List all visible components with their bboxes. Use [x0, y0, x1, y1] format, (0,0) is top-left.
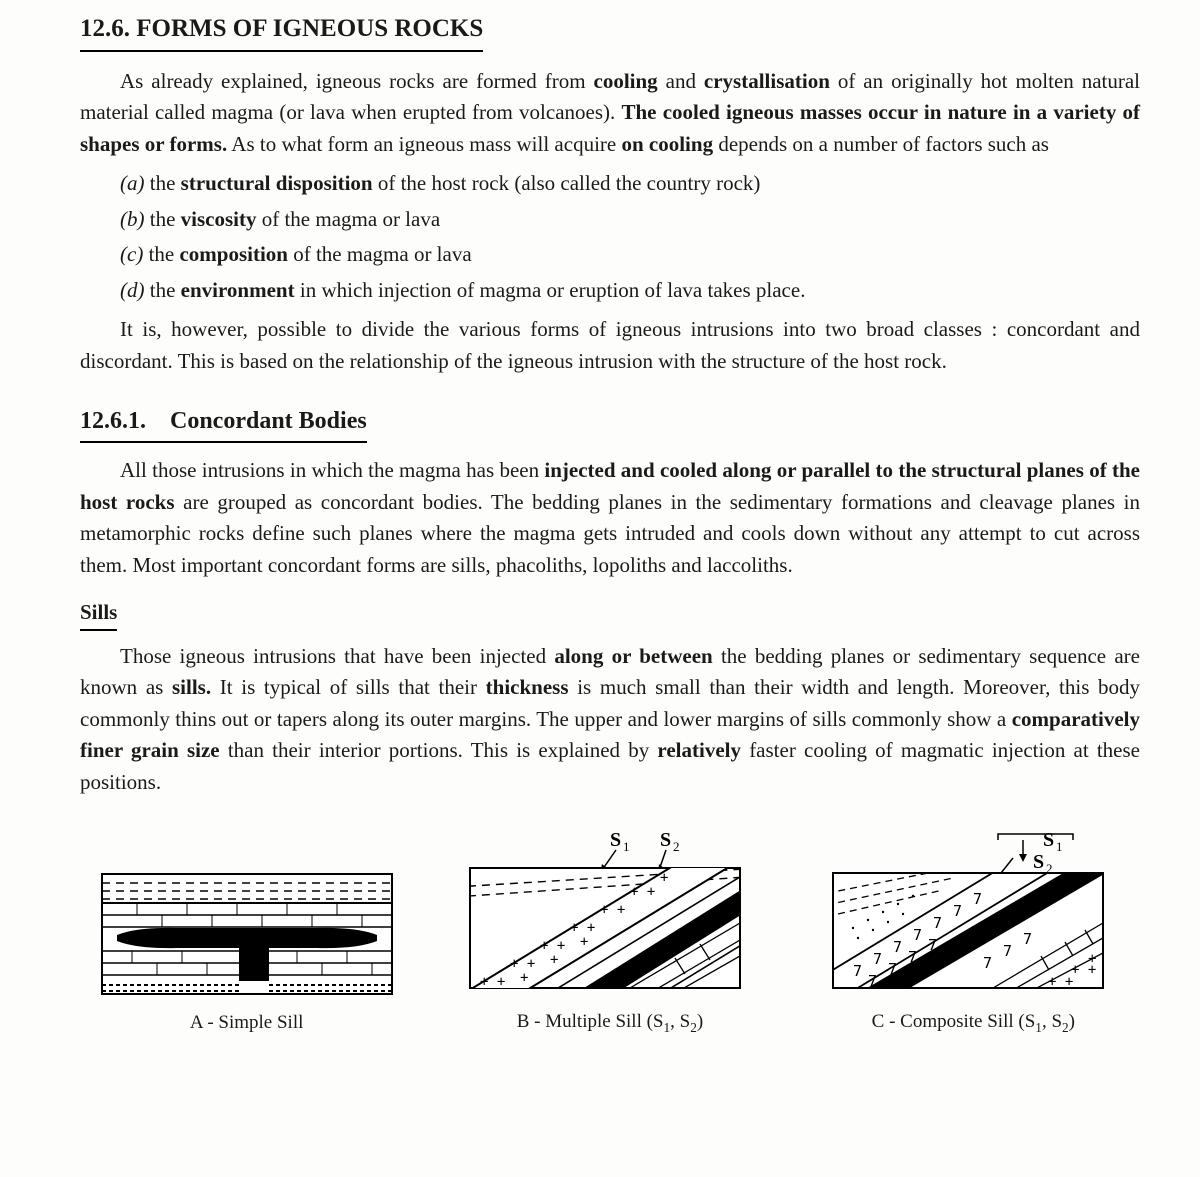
svg-text:7: 7 — [893, 938, 902, 956]
factor-b: (b) the viscosity of the magma or lava — [120, 204, 1140, 236]
para-sills: Those igneous intrusions that have been … — [80, 641, 1140, 799]
svg-text:1: 1 — [623, 839, 630, 854]
figure-row: A - Simple Sill S1 S2 — [80, 828, 1140, 1038]
svg-text:+: + — [660, 870, 668, 886]
svg-text:+ +: + + — [1048, 974, 1073, 990]
factor-a: (a) the structural disposition of the ho… — [120, 168, 1140, 200]
bold: structural disposition — [181, 171, 373, 195]
svg-text:7: 7 — [983, 954, 992, 972]
svg-text:+: + — [520, 970, 528, 986]
text: and — [666, 69, 704, 93]
list-label: (a) — [120, 171, 145, 195]
svg-text:S: S — [1033, 851, 1044, 873]
factor-d: (d) the environment in which injection o… — [120, 275, 1140, 307]
bold: composition — [179, 242, 288, 266]
svg-text:+ +: + + — [600, 902, 625, 918]
svg-text:7: 7 — [1003, 942, 1012, 960]
svg-text:7: 7 — [973, 890, 982, 908]
factor-c: (c) the composition of the magma or lava — [120, 239, 1140, 271]
figure-c: S1 S2 — [807, 828, 1140, 1038]
text: It is typical of sills that their — [220, 675, 486, 699]
figure-c-caption: C - Composite Sill (S1, S2) — [872, 1008, 1075, 1038]
page: 12.6. FORMS OF IGNEOUS ROCKS As already … — [0, 0, 1200, 1078]
figure-b-svg: S1 S2 — [460, 828, 760, 998]
sills-heading: Sills — [80, 597, 117, 631]
svg-text:7: 7 — [853, 962, 862, 980]
sub: 1 — [664, 1020, 671, 1035]
bold: thickness — [486, 675, 569, 699]
svg-text:S: S — [660, 829, 671, 851]
figure-a-svg — [97, 869, 397, 999]
section-heading: 12.6. FORMS OF IGNEOUS ROCKS — [80, 10, 483, 52]
svg-text:+: + — [580, 934, 588, 950]
figure-a: A - Simple Sill — [80, 869, 413, 1038]
text: the — [150, 171, 181, 195]
text: depends on a number of factors such as — [718, 132, 1049, 156]
svg-text:S: S — [610, 829, 621, 851]
svg-text:7: 7 — [873, 950, 882, 968]
bold-cooling: cooling — [594, 69, 658, 93]
text: the — [149, 242, 180, 266]
text: As already explained, igneous rocks are … — [120, 69, 594, 93]
bold-crystallisation: crystallisation — [704, 69, 830, 93]
figure-c-svg: S1 S2 — [823, 828, 1123, 998]
svg-text:+: + — [490, 988, 498, 998]
svg-text:7: 7 — [1023, 930, 1032, 948]
svg-text:+: + — [550, 952, 558, 968]
bold: sills. — [172, 675, 211, 699]
factor-list: (a) the structural disposition of the ho… — [120, 168, 1140, 306]
svg-text:7: 7 — [933, 914, 942, 932]
para-classes: It is, however, possible to divide the v… — [80, 314, 1140, 377]
bold: relatively — [657, 738, 741, 762]
text: ) — [1069, 1011, 1075, 1032]
text: of the host rock (also called the countr… — [378, 171, 761, 195]
section-title: FORMS OF IGNEOUS ROCKS — [136, 15, 483, 42]
text: Those igneous intrusions that have been … — [120, 644, 554, 668]
list-label: (d) — [120, 278, 145, 302]
bold: environment — [181, 278, 295, 302]
text: All those intrusions in which the magma … — [120, 458, 544, 482]
subsection-heading: 12.6.1. Concordant Bodies — [80, 403, 367, 443]
list-label: (b) — [120, 207, 145, 231]
svg-text:2: 2 — [673, 839, 680, 854]
text: As to what form an igneous mass will acq… — [231, 132, 621, 156]
section-number: 12.6. — [80, 15, 130, 42]
text: than their interior portions. This is ex… — [228, 738, 658, 762]
svg-text:S: S — [1043, 829, 1054, 851]
bold: along or between — [554, 644, 712, 668]
text: C - Composite Sill (S — [872, 1011, 1036, 1032]
svg-text:7: 7 — [913, 926, 922, 944]
para-concordant: All those intrusions in which the magma … — [80, 455, 1140, 581]
sub: 2 — [690, 1020, 697, 1035]
svg-text:1: 1 — [1056, 839, 1063, 854]
text: are grouped as concordant bodies. The be… — [80, 490, 1140, 577]
text: of the magma or lava — [262, 207, 440, 231]
sub: 1 — [1035, 1020, 1042, 1035]
svg-text:7: 7 — [953, 902, 962, 920]
text: B - Multiple Sill (S — [517, 1011, 664, 1032]
list-label: (c) — [120, 242, 143, 266]
subsection-title: Concordant Bodies — [170, 408, 367, 434]
text: in which injection of magma or eruption … — [300, 278, 806, 302]
svg-text:+ +: + + — [630, 884, 655, 900]
text: ) — [697, 1011, 703, 1032]
para-intro: As already explained, igneous rocks are … — [80, 66, 1140, 161]
subsection-number: 12.6.1. — [80, 408, 146, 434]
figure-a-caption: A - Simple Sill — [190, 1009, 304, 1038]
figure-b-caption: B - Multiple Sill (S1, S2) — [517, 1008, 703, 1038]
bold-on-cooling: on cooling — [621, 132, 713, 156]
figure-b: S1 S2 — [443, 828, 776, 1038]
text: the — [150, 207, 181, 231]
text: of the magma or lava — [293, 242, 471, 266]
svg-text:+: + — [1088, 951, 1096, 967]
sub: 2 — [1062, 1020, 1069, 1035]
text: the — [150, 278, 181, 302]
bold: viscosity — [181, 207, 257, 231]
